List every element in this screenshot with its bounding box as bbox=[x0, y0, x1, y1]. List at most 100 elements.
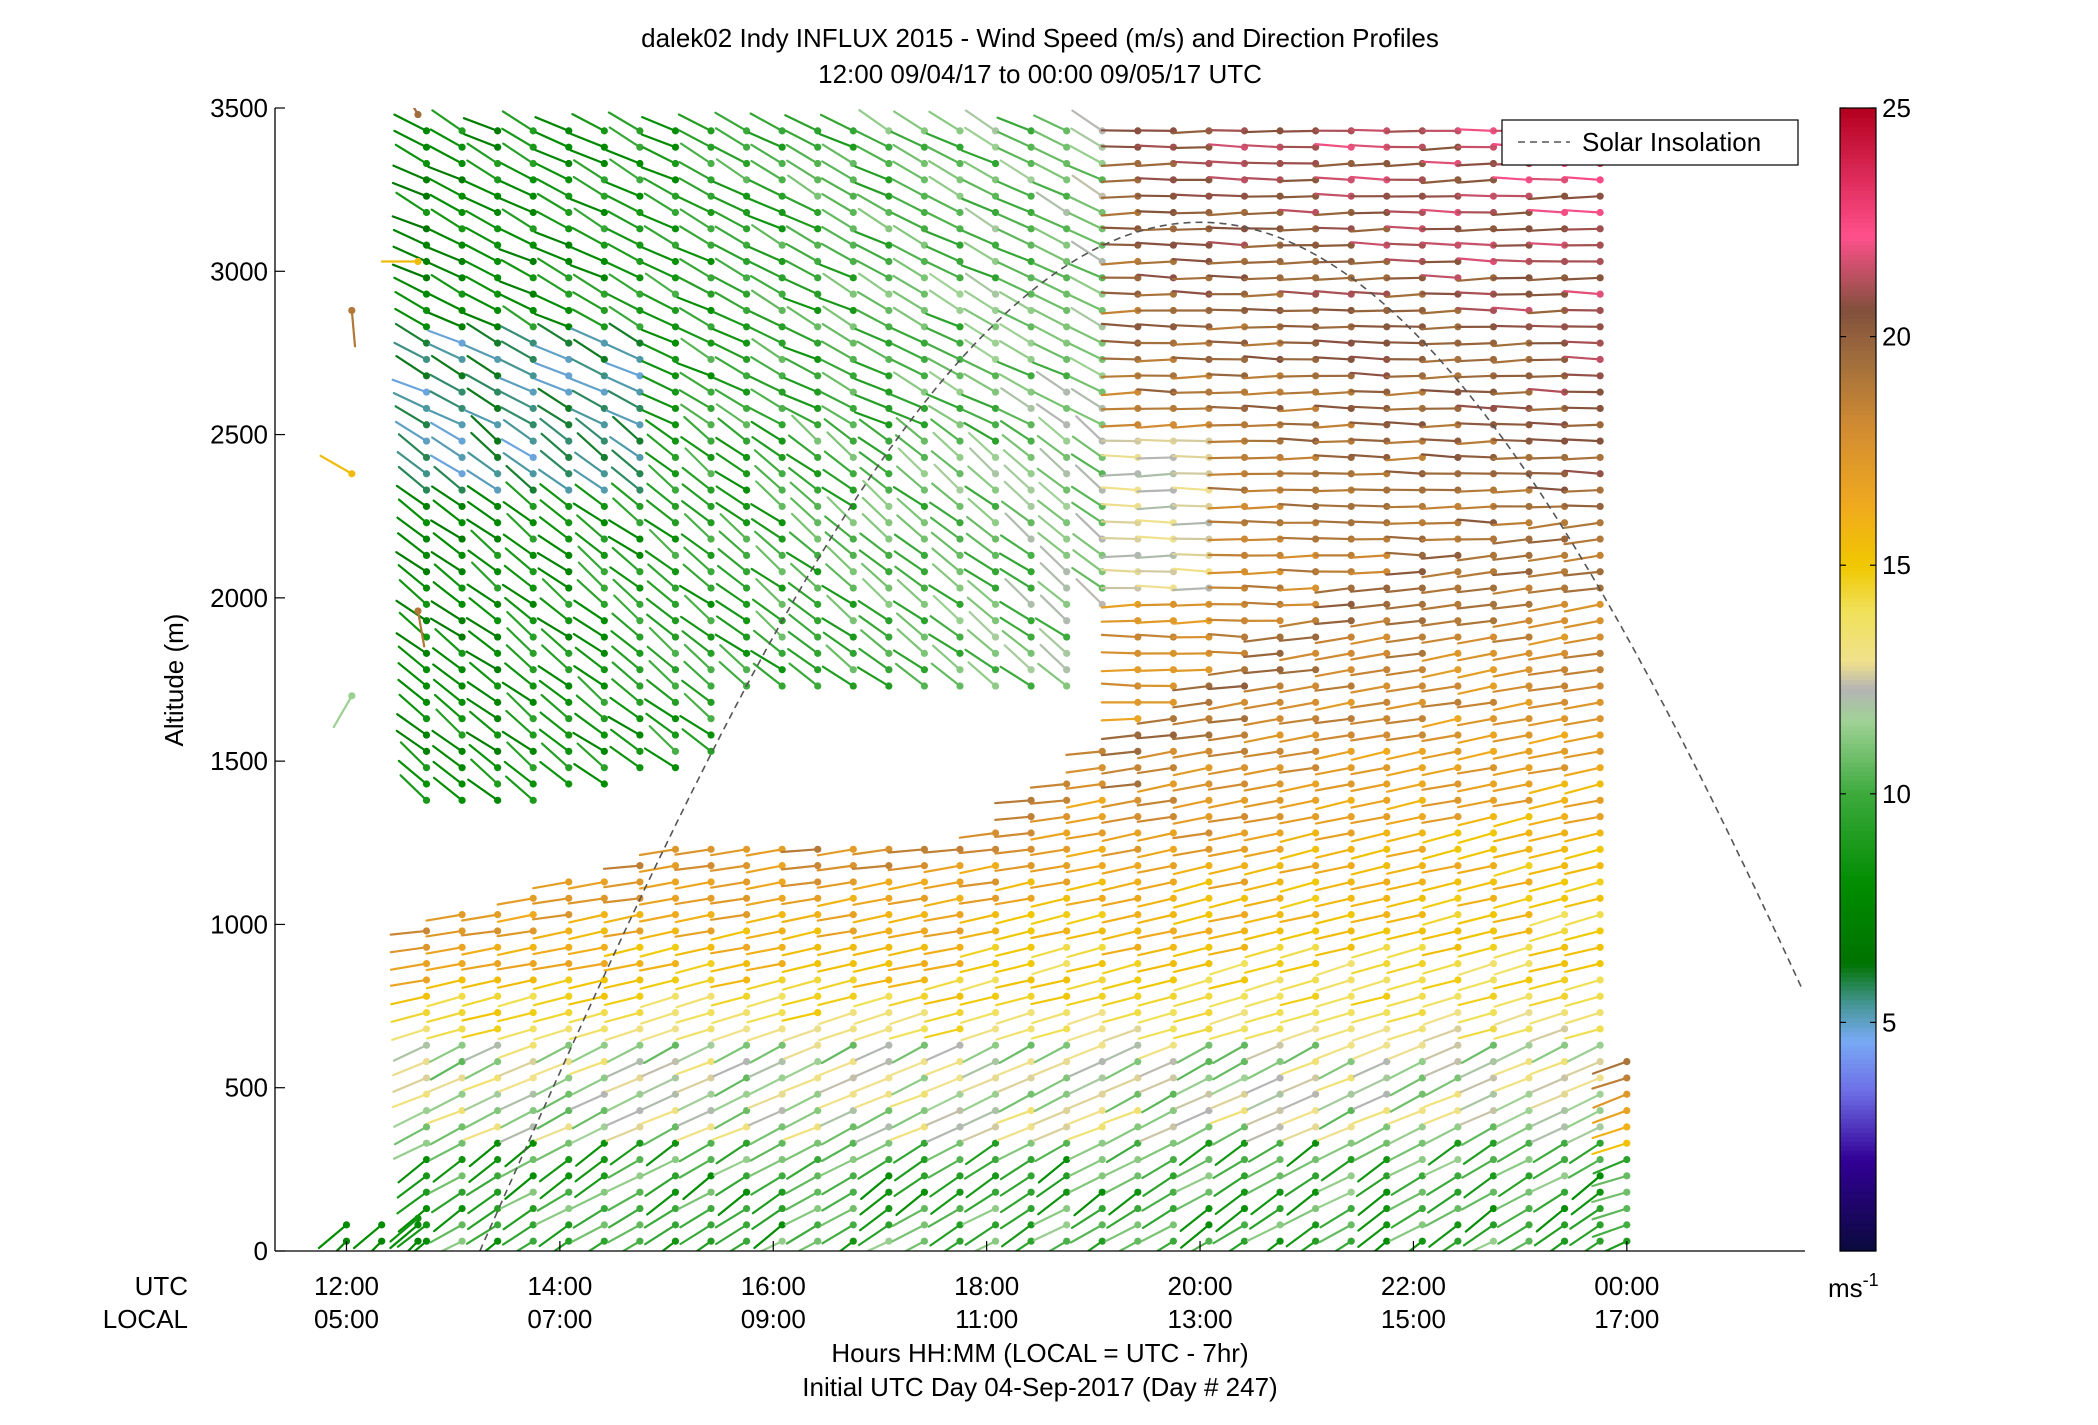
wind-barb bbox=[1385, 848, 1424, 858]
wind-barb bbox=[1530, 1093, 1566, 1110]
wind-barb bbox=[790, 512, 819, 541]
wind-barb bbox=[855, 130, 890, 149]
wind-barb bbox=[602, 864, 641, 870]
wind-barb bbox=[1314, 211, 1353, 217]
wind-barb bbox=[1279, 880, 1317, 893]
wind-barb-dot bbox=[1240, 943, 1249, 951]
wind-barb-dot bbox=[1596, 731, 1604, 739]
wind-barb bbox=[1316, 1125, 1353, 1142]
wind-barb bbox=[1563, 406, 1602, 410]
colorbar-segment bbox=[1840, 249, 1876, 255]
wind-barb-dot bbox=[1276, 1041, 1284, 1049]
colorbar-segment bbox=[1840, 738, 1876, 745]
wind-barb bbox=[789, 562, 819, 590]
wind-barb bbox=[748, 326, 784, 345]
wind-barb-dot bbox=[1027, 1188, 1035, 1196]
wind-barb-dot bbox=[1098, 1074, 1106, 1082]
wind-barb bbox=[677, 326, 713, 345]
wind-barb bbox=[817, 1011, 855, 1026]
wind-barb bbox=[1491, 405, 1531, 410]
colorbar-segment bbox=[1840, 1090, 1876, 1097]
wind-barb bbox=[1171, 619, 1211, 625]
wind-barb-dot bbox=[814, 127, 822, 135]
colorbar-segment bbox=[1840, 670, 1876, 676]
wind-barb-dot bbox=[565, 992, 573, 1000]
wind-barb bbox=[1385, 733, 1424, 742]
y-tick-label: 3500 bbox=[210, 93, 268, 123]
wind-barb-dot bbox=[885, 862, 893, 870]
wind-barb bbox=[1528, 880, 1566, 893]
wind-barb-dot bbox=[1525, 845, 1533, 853]
colorbar-segment bbox=[1840, 802, 1876, 809]
wind-barb bbox=[466, 469, 499, 492]
wind-barb bbox=[1242, 276, 1282, 281]
colorbar-segment bbox=[1840, 748, 1876, 754]
wind-barb bbox=[572, 502, 606, 524]
wind-barb bbox=[1386, 913, 1424, 924]
colorbar-segment bbox=[1840, 345, 1876, 351]
wind-barb-dot bbox=[742, 992, 751, 1000]
wind-barb-dot bbox=[529, 780, 537, 788]
wind-barb bbox=[1176, 1158, 1211, 1178]
wind-barb bbox=[1421, 799, 1459, 808]
wind-barb bbox=[821, 143, 855, 165]
wind-barb bbox=[1280, 1060, 1317, 1076]
wind-barb-dot bbox=[814, 1123, 822, 1131]
wind-barb bbox=[783, 393, 819, 410]
wind-barb bbox=[1004, 512, 1033, 541]
wind-barb bbox=[1242, 601, 1282, 606]
wind-barb-dot bbox=[1418, 813, 1426, 821]
wind-barb bbox=[535, 1142, 570, 1162]
colorbar-segment bbox=[1840, 1141, 1876, 1147]
wind-barb bbox=[852, 848, 890, 856]
colorbar-segment bbox=[1840, 1040, 1876, 1046]
solar-insolation-curve bbox=[479, 221, 1804, 1251]
wind-barb-dot bbox=[849, 666, 857, 674]
wind-barb-dot bbox=[920, 894, 929, 902]
wind-barb-dot bbox=[991, 453, 1000, 462]
wind-barb bbox=[1033, 1207, 1068, 1226]
wind-barb bbox=[465, 210, 499, 230]
wind-barb bbox=[857, 1158, 890, 1180]
wind-barb bbox=[784, 1093, 819, 1112]
wind-barb-dot bbox=[1454, 731, 1462, 739]
wind-barb bbox=[1441, 1240, 1459, 1251]
wind-barb-dot bbox=[1027, 943, 1035, 951]
wind-barb bbox=[532, 897, 570, 905]
wind-barb bbox=[1583, 1240, 1602, 1251]
wind-barb bbox=[1265, 1240, 1282, 1251]
wind-barb bbox=[923, 962, 962, 972]
wind-barb bbox=[1494, 1076, 1531, 1093]
wind-barb bbox=[1243, 733, 1282, 744]
wind-barb-dot bbox=[742, 404, 751, 413]
wind-barb-dot bbox=[1063, 1009, 1071, 1017]
wind-barb bbox=[1349, 355, 1388, 361]
wind-barb-dot bbox=[1596, 372, 1604, 380]
wind-barb-dot bbox=[778, 1172, 786, 1180]
wind-barb bbox=[892, 143, 926, 165]
wind-barb-dot bbox=[1205, 1221, 1213, 1229]
wind-barb bbox=[1491, 211, 1531, 216]
wind-barb bbox=[1036, 434, 1068, 459]
wind-barb bbox=[996, 247, 1033, 263]
wind-barb-dot bbox=[778, 1074, 786, 1082]
wind-barb bbox=[678, 1142, 713, 1163]
wind-barb-dot bbox=[1276, 176, 1284, 184]
colorbar-segment bbox=[1840, 1164, 1876, 1170]
wind-barb bbox=[427, 1076, 464, 1093]
wind-barb bbox=[603, 946, 641, 958]
colorbar-segment bbox=[1840, 217, 1876, 223]
wind-barb bbox=[753, 449, 784, 475]
wind-barb bbox=[714, 257, 748, 279]
colorbar-segment bbox=[1840, 1228, 1876, 1234]
wind-barb-dot bbox=[778, 486, 786, 494]
wind-barb bbox=[1457, 978, 1495, 992]
wind-barb-dot bbox=[636, 257, 644, 266]
wind-barb-dot bbox=[1027, 1041, 1035, 1049]
wind-barb bbox=[1033, 244, 1068, 263]
wind-barb bbox=[1564, 1027, 1602, 1040]
wind-barb-dot bbox=[956, 682, 964, 690]
wind-barb-dot bbox=[707, 584, 715, 592]
wind-barb bbox=[1492, 750, 1531, 760]
wind-barb bbox=[1494, 1060, 1531, 1076]
